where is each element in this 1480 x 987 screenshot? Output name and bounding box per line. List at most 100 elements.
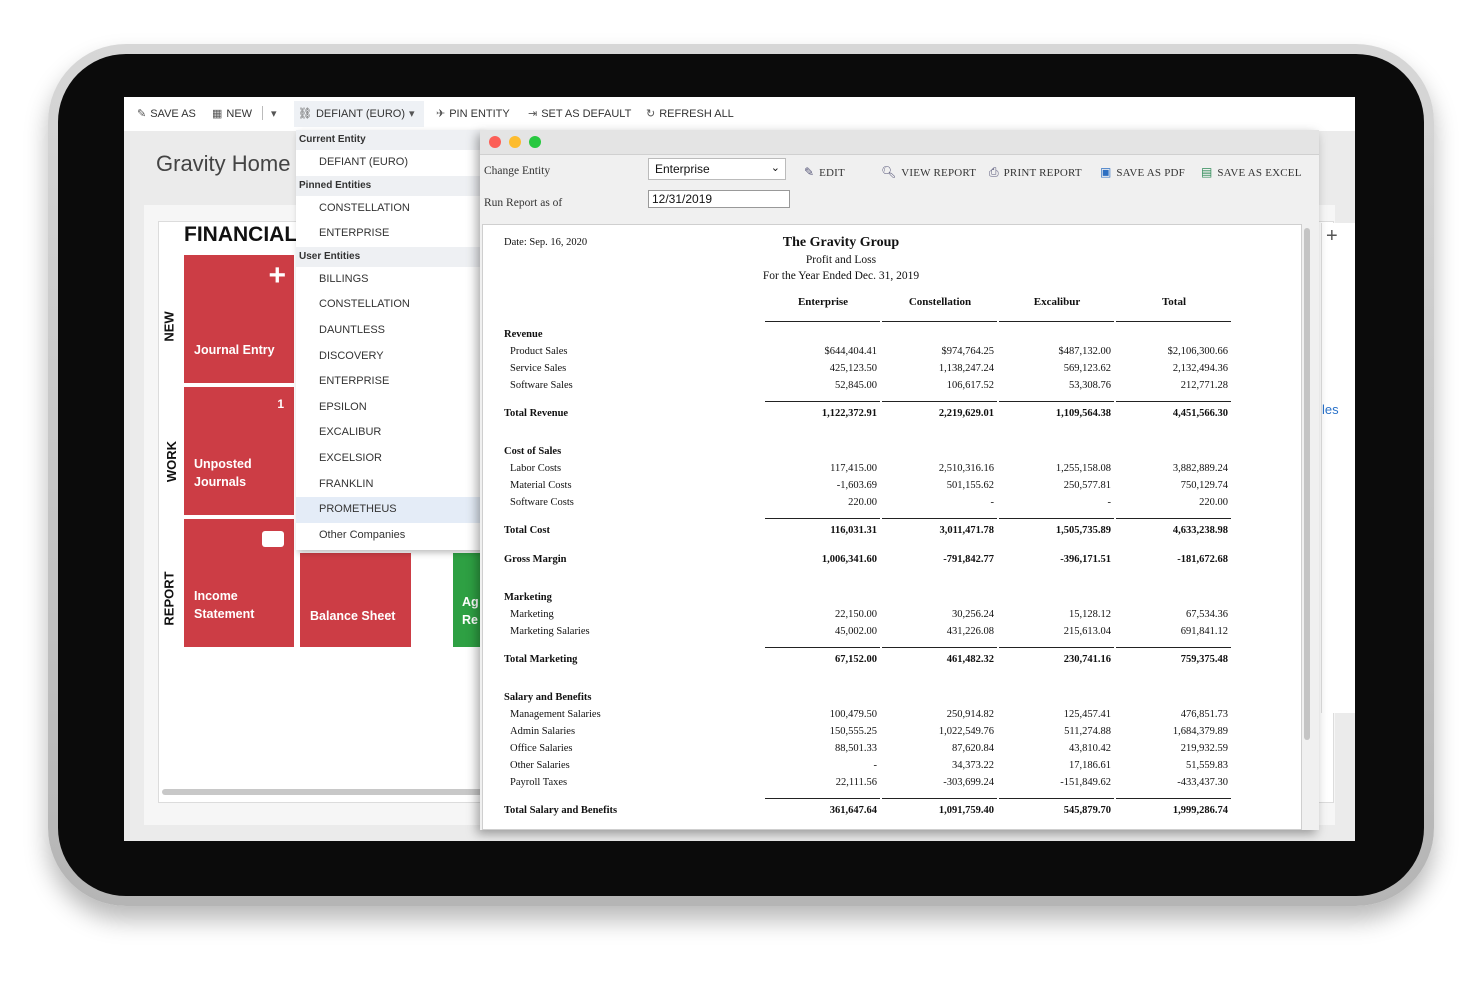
header-rule bbox=[882, 321, 997, 322]
change-entity-select[interactable]: Enterprise ⌄ bbox=[648, 158, 786, 180]
plus-icon: + bbox=[268, 259, 286, 292]
row-value: -791,842.77 bbox=[943, 554, 994, 565]
save-as-excel-label: SAVE AS EXCEL bbox=[1217, 166, 1302, 179]
report-line-row: Service Sales 425,123.50 1,138,247.24 569,1… bbox=[483, 363, 1243, 379]
balance-sheet-tile[interactable]: Balance Sheet bbox=[300, 553, 411, 647]
menu-item-other-companies[interactable]: Other Companies bbox=[319, 528, 406, 541]
new-dropdown-button[interactable]: ▾ bbox=[271, 107, 277, 120]
entity-selector-button[interactable]: ⛓ DEFIANT (EURO) ▾ bbox=[298, 107, 415, 121]
add-widget-button[interactable]: + bbox=[1326, 225, 1338, 247]
right-panel-link[interactable]: les bbox=[1322, 402, 1339, 417]
report-line-row: Marketing Salaries 45,002.00 431,226.08 215… bbox=[483, 626, 1243, 642]
user-entities-header: User Entities bbox=[296, 246, 482, 267]
report-line-row: Software Sales 52,845.00 106,617.52 53,308.… bbox=[483, 380, 1243, 396]
row-value: 150,555.25 bbox=[829, 726, 877, 737]
row-label: Total Cost bbox=[504, 525, 550, 536]
horizontal-scrollbar[interactable] bbox=[162, 789, 492, 795]
save-as-pdf-button[interactable]: ▣ SAVE AS PDF bbox=[1100, 165, 1185, 180]
pencil-icon: ✎ bbox=[804, 165, 815, 179]
header-rule bbox=[765, 321, 880, 322]
row-label: Total Marketing bbox=[504, 654, 578, 665]
row-label: Cost of Sales bbox=[504, 446, 562, 457]
row-value: 2,510,316.16 bbox=[938, 463, 994, 474]
view-report-button[interactable]: 🔍︎ VIEW REPORT bbox=[881, 165, 976, 180]
menu-item-excelsior[interactable]: EXCELSIOR bbox=[319, 451, 382, 464]
menu-item-discovery[interactable]: DISCOVERY bbox=[319, 349, 384, 362]
row-value: 51,559.83 bbox=[1186, 760, 1228, 771]
report-vertical-scrollbar[interactable] bbox=[1304, 228, 1310, 740]
floppy-disk-icon: ▣ bbox=[1100, 165, 1112, 179]
menu-item-excalibur[interactable]: EXCALIBUR bbox=[319, 426, 382, 439]
report-total-row: Total Marketing 67,152.00 461,482.32 230,74… bbox=[483, 654, 1243, 670]
row-label: Labor Costs bbox=[510, 463, 562, 474]
journal-entry-label: Journal Entry bbox=[194, 343, 275, 357]
menu-item-constellation[interactable]: CONSTELLATION bbox=[319, 298, 410, 311]
row-label: Payroll Taxes bbox=[510, 777, 568, 788]
row-value: 215,613.04 bbox=[1063, 626, 1111, 637]
section-label-work: WORK bbox=[164, 440, 180, 483]
menu-item-pinned-enterprise[interactable]: ENTERPRISE bbox=[319, 227, 390, 240]
income-statement-tile[interactable]: Income Statement bbox=[184, 519, 294, 647]
edit-button[interactable]: ✎ EDIT bbox=[804, 165, 845, 180]
report-options: Change Entity Enterprise ⌄ Run Report as… bbox=[480, 154, 1319, 224]
row-label: Total Revenue bbox=[504, 408, 569, 419]
row-value: -303,699.24 bbox=[943, 777, 994, 788]
total-rule bbox=[999, 798, 1114, 799]
aging-report-label: Ag Re bbox=[462, 593, 479, 629]
row-value: 1,138,247.24 bbox=[938, 363, 994, 374]
menu-item-current-entity[interactable]: DEFIANT (EURO) bbox=[319, 156, 409, 168]
report-section-row: Revenue bbox=[483, 329, 1243, 345]
row-label: Marketing Salaries bbox=[510, 626, 590, 637]
menu-item-epsilon[interactable]: EPSILON bbox=[319, 400, 367, 413]
total-rule bbox=[765, 518, 880, 519]
menu-item-franklin[interactable]: FRANKLIN bbox=[319, 477, 374, 490]
row-label: Material Costs bbox=[510, 480, 572, 491]
row-value: - bbox=[1107, 497, 1112, 508]
column-header-constellation: Constellation bbox=[908, 296, 972, 308]
save-as-excel-button[interactable]: ▤ SAVE AS EXCEL bbox=[1201, 165, 1302, 180]
toolbar-divider bbox=[262, 106, 263, 120]
balance-sheet-label: Balance Sheet bbox=[310, 609, 396, 623]
row-value: 2,132,494.36 bbox=[1172, 363, 1228, 374]
refresh-icon: ↻ bbox=[646, 108, 656, 120]
row-value: 67,534.36 bbox=[1186, 609, 1228, 620]
pin-icon: ✈ bbox=[436, 108, 446, 120]
report-line-row: Material Costs -1,603.69 501,155.62 250,577… bbox=[483, 480, 1243, 496]
row-value: 22,150.00 bbox=[835, 609, 877, 620]
save-as-button[interactable]: ✎ SAVE AS bbox=[137, 107, 196, 121]
unposted-line-1: Unposted bbox=[194, 457, 252, 471]
column-header-enterprise: Enterprise bbox=[797, 296, 849, 308]
pin-entity-button[interactable]: ✈ PIN ENTITY bbox=[436, 107, 510, 121]
refresh-all-button[interactable]: ↻ REFRESH ALL bbox=[646, 107, 734, 121]
menu-item-enterprise[interactable]: ENTERPRISE bbox=[319, 375, 390, 388]
row-value: $487,132.00 bbox=[1058, 346, 1112, 357]
row-value: 88,501.33 bbox=[835, 743, 877, 754]
row-value: 501,155.62 bbox=[946, 480, 994, 491]
financial-section-title: FINANCIAL bbox=[184, 223, 298, 246]
row-label: Total Salary and Benefits bbox=[504, 805, 618, 816]
menu-item-pinned-constellation[interactable]: CONSTELLATION bbox=[319, 201, 410, 214]
row-value: 759,375.48 bbox=[1180, 654, 1228, 665]
set-as-default-button[interactable]: ⇥ SET AS DEFAULT bbox=[528, 107, 631, 121]
close-window-button[interactable] bbox=[489, 136, 501, 148]
row-label: Revenue bbox=[504, 329, 543, 340]
row-label: Marketing bbox=[504, 592, 552, 603]
journal-entry-tile[interactable]: + Journal Entry bbox=[184, 255, 294, 383]
new-button[interactable]: ▦ NEW bbox=[212, 107, 252, 121]
total-rule bbox=[882, 401, 997, 402]
minimize-window-button[interactable] bbox=[509, 136, 521, 148]
row-value: $644,404.41 bbox=[824, 346, 878, 357]
maximize-window-button[interactable] bbox=[529, 136, 541, 148]
menu-item-prometheus[interactable]: PROMETHEUS bbox=[296, 497, 482, 523]
grid-add-icon: ▦ bbox=[212, 108, 223, 120]
run-report-date-input[interactable]: 12/31/2019 bbox=[648, 190, 790, 208]
print-report-button[interactable]: ⎙ PRINT REPORT bbox=[989, 165, 1082, 180]
menu-item-dauntless[interactable]: DAUNTLESS bbox=[319, 323, 386, 336]
menu-item-billings[interactable]: BILLINGS bbox=[319, 272, 369, 285]
report-total-row: Total Revenue 1,122,372.91 2,219,629.01 1,1… bbox=[483, 408, 1243, 424]
edit-label: EDIT bbox=[819, 166, 845, 179]
report-line-row: Admin Salaries 150,555.25 1,022,549.76 511,… bbox=[483, 726, 1243, 742]
report-line-row: Product Sales $644,404.41 $974,764.25 $487,… bbox=[483, 346, 1243, 362]
unposted-journals-tile[interactable]: 1 Unposted Journals bbox=[184, 387, 294, 515]
report-line-row: Labor Costs 117,415.00 2,510,316.16 1,255,1… bbox=[483, 463, 1243, 479]
